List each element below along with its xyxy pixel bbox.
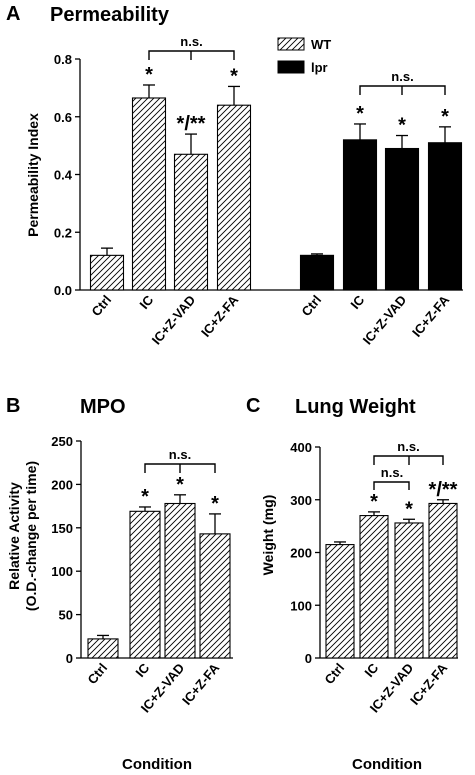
panel-b-significance-label: * xyxy=(141,486,149,508)
panel-c-x-tick-label: IC+Z-FA xyxy=(407,660,451,708)
panel-b-significance-label: * xyxy=(176,474,184,496)
panel-b-y-axis-label: Relative Activity xyxy=(6,482,22,590)
panel-a-y-tick-label: 0.6 xyxy=(54,110,72,125)
panel-b-bar xyxy=(87,638,119,659)
panel-a-wt-ns-label: n.s. xyxy=(180,34,202,49)
panel-b-y-tick-label: 100 xyxy=(51,564,73,579)
panel-b-bars: Ctrl*IC*IC+Z-VAD*IC+Z-FA xyxy=(84,474,231,715)
legend-label-lpr: lpr xyxy=(311,60,328,75)
panel-b-bar xyxy=(164,502,196,659)
panel-b-ns-bracket xyxy=(144,463,216,473)
panel-a-title: Permeability xyxy=(50,4,170,26)
panel-c-title: Lung Weight xyxy=(295,396,416,418)
panel-a-wt-significance-label: */** xyxy=(177,113,206,135)
panel-a-wt-x-tick-label: Ctrl xyxy=(88,292,114,319)
panel-a-lpr-bar xyxy=(342,139,378,291)
panel-b-annotations: n.s. xyxy=(144,447,216,473)
panel-c-y-tick-label: 200 xyxy=(290,546,312,561)
panel-a-y-tick-label: 0.2 xyxy=(54,225,72,240)
panel-c-ns-bracket-inner xyxy=(373,481,410,490)
panel-b-y-tick-label: 150 xyxy=(51,521,73,536)
panel-b-title: MPO xyxy=(80,396,126,418)
panel-c-bar xyxy=(359,515,389,659)
panel-b-ns-label: n.s. xyxy=(169,447,191,462)
legend-swatch-lpr xyxy=(277,60,305,74)
panel-c-ns-bracket xyxy=(373,455,444,465)
panel-a-wt-significance-label: * xyxy=(230,65,238,87)
panel-b-x-axis-label: Condition xyxy=(122,756,192,773)
panel-b-y-axis: 0 50 100 150 200 250 xyxy=(51,434,233,666)
panel-a-bars: Ctrl * IC */** IC+Z-VAD * IC+Z-FA Ctrl * IC * IC+Z-… xyxy=(88,64,463,347)
panel-c-significance-label: */** xyxy=(429,479,458,501)
panel-c-significance-label: * xyxy=(370,491,378,513)
panel-a-lpr-significance-label: * xyxy=(398,115,406,137)
panel-a-wt-bar xyxy=(89,254,125,291)
panel-b: B MPO Relative Activity (O.D.-change per… xyxy=(6,395,233,773)
panel-b-y-tick-label: 200 xyxy=(51,477,73,492)
panel-b-letter: B xyxy=(6,395,20,417)
panel-a-lpr-bar xyxy=(384,147,420,291)
panel-a-wt-ns-bracket xyxy=(148,50,235,60)
panel-a-wt-x-tick-label: IC+Z-FA xyxy=(198,292,242,340)
panel-c-y-tick-label: 0 xyxy=(305,651,312,666)
panel-a-lpr-x-tick-label: Ctrl xyxy=(298,292,324,319)
panel-a-lpr-ns-label: n.s. xyxy=(391,69,413,84)
panel-c-annotations: n.s. n.s. xyxy=(373,439,444,490)
panel-a-y-tick-label: 0.8 xyxy=(54,52,72,67)
legend-label-wt: WT xyxy=(311,37,331,52)
panel-c-ns-label-inner: n.s. xyxy=(381,465,403,480)
panel-b-bar xyxy=(199,533,231,659)
panel-a: A Permeability Permeability Index 0.0 0.2… xyxy=(6,3,463,347)
panel-a-lpr-significance-label: * xyxy=(441,106,449,128)
panel-c-x-tick-label: IC xyxy=(361,660,381,680)
panel-a-y-axis-label: Permeability Index xyxy=(25,113,41,237)
legend: WT lpr xyxy=(277,37,331,75)
panel-a-wt-bar xyxy=(216,104,252,291)
panel-c-ns-label: n.s. xyxy=(397,439,419,454)
panel-b-x-tick-label: IC+Z-FA xyxy=(179,660,223,708)
legend-swatch-wt xyxy=(277,37,305,51)
panel-c-y-tick-label: 100 xyxy=(290,598,312,613)
panel-b-y-tick-label: 250 xyxy=(51,434,73,449)
panel-b-y-axis-label-units: (O.D.-change per time) xyxy=(23,461,39,611)
panel-a-wt-x-tick-label: IC xyxy=(136,292,156,312)
panel-a-lpr-significance-label: * xyxy=(356,103,364,125)
panel-a-letter: A xyxy=(6,3,20,25)
panel-b-x-tick-label: IC xyxy=(132,660,152,680)
panel-a-lpr-bar xyxy=(427,142,463,291)
panel-c-y-axis-label: Weight (mg) xyxy=(260,495,276,576)
panel-a-wt-bar xyxy=(131,97,167,291)
panel-c-bar xyxy=(428,502,458,659)
panel-a-y-tick-label: 0.0 xyxy=(54,283,72,298)
panel-a-wt-bar xyxy=(173,153,209,291)
panel-a-lpr-x-tick-label: IC+Z-FA xyxy=(409,292,453,340)
panel-b-x-tick-label: Ctrl xyxy=(84,660,110,687)
panel-a-y-tick-label: 0.4 xyxy=(54,168,73,183)
panel-c-y-tick-label: 300 xyxy=(290,493,312,508)
panel-c-x-tick-label: Ctrl xyxy=(321,660,347,687)
panel-b-significance-label: * xyxy=(211,493,219,515)
panel-a-lpr-x-tick-label: IC xyxy=(347,292,367,312)
panel-a-lpr-bar xyxy=(299,254,335,291)
panel-c-bar xyxy=(394,522,424,659)
panel-c-bars: Ctrl*IC*IC+Z-VAD*/**IC+Z-FA xyxy=(321,479,457,716)
panel-c-letter: C xyxy=(246,395,260,417)
panel-a-lpr-x-tick-label: IC+Z-VAD xyxy=(360,292,410,347)
panel-c-y-tick-label: 400 xyxy=(290,440,312,455)
panel-a-wt-x-tick-label: IC+Z-VAD xyxy=(149,292,199,347)
panel-b-bar xyxy=(129,510,161,659)
panel-a-wt-significance-label: * xyxy=(145,64,153,86)
panel-b-y-tick-label: 0 xyxy=(66,651,73,666)
panel-c-bar xyxy=(325,544,355,659)
panel-a-lpr-ns-bracket xyxy=(359,85,446,95)
panel-c-x-axis-label: Condition xyxy=(352,756,422,773)
panel-c: C Lung Weight Weight (mg) 0100200300400 … xyxy=(246,395,458,773)
panel-b-y-tick-label: 50 xyxy=(59,608,73,623)
panel-a-annotations: n.s. n.s. xyxy=(148,34,446,95)
panel-c-significance-label: * xyxy=(405,498,413,520)
